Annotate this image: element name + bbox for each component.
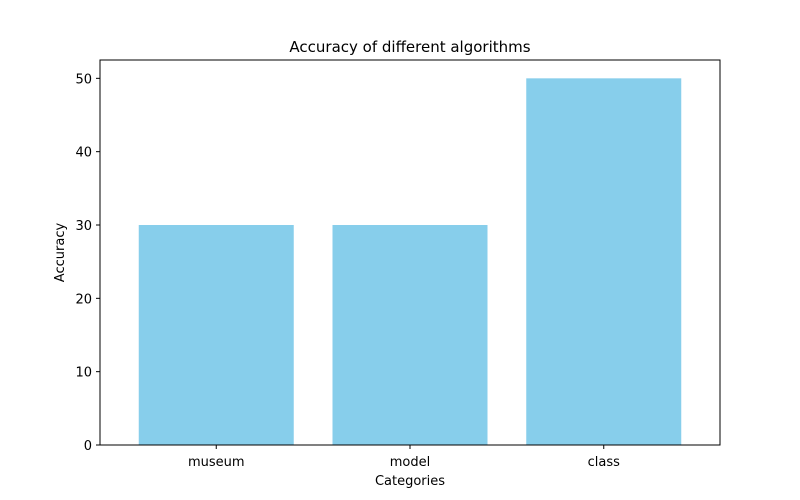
bar-museum <box>138 225 294 445</box>
y-tick-label: 50 <box>75 72 92 87</box>
y-tick-label: 0 <box>84 439 92 454</box>
y-tick-label: 10 <box>75 366 92 381</box>
y-axis-label: Accuracy <box>53 223 68 283</box>
x-axis-ticks: museum model class <box>188 445 620 470</box>
x-tick-label: museum <box>188 455 245 470</box>
x-axis-label: Categories <box>375 474 445 489</box>
y-axis-ticks: 0 10 20 30 40 50 <box>75 72 100 454</box>
bar-class <box>526 78 682 445</box>
bar-model <box>332 225 488 445</box>
x-tick-label: model <box>390 455 430 470</box>
bars-layer <box>138 78 682 445</box>
x-tick-label: class <box>588 455 620 470</box>
y-tick-label: 40 <box>75 146 92 161</box>
y-tick-label: 20 <box>75 292 92 307</box>
chart-title: Accuracy of different algorithms <box>289 38 530 56</box>
y-tick-label: 30 <box>75 219 92 234</box>
